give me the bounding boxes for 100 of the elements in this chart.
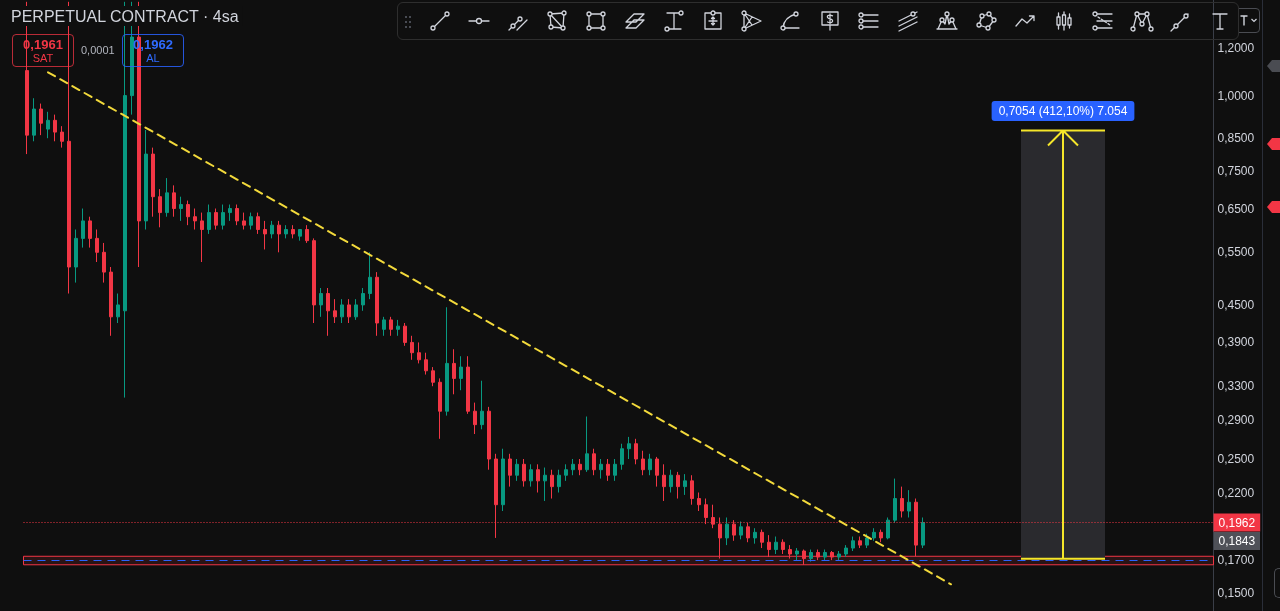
candlestick bbox=[571, 458, 575, 476]
candlestick bbox=[46, 111, 50, 139]
candlestick bbox=[851, 536, 855, 552]
y-tick-label: 1,0000 bbox=[1217, 88, 1255, 103]
candlestick bbox=[837, 550, 841, 561]
candlestick bbox=[403, 322, 407, 347]
candlestick bbox=[760, 529, 764, 549]
text: 0,1843 bbox=[1213, 531, 1261, 550]
candlestick bbox=[158, 188, 162, 228]
candlestick bbox=[767, 534, 771, 558]
candlestick bbox=[655, 456, 659, 488]
candlestick bbox=[536, 463, 540, 494]
candlestick bbox=[823, 549, 827, 561]
candlestick bbox=[508, 453, 512, 488]
candlestick bbox=[340, 298, 344, 324]
candlestick bbox=[564, 463, 568, 482]
candlestick bbox=[277, 220, 281, 253]
candlestick bbox=[431, 366, 435, 387]
candlestick bbox=[872, 527, 876, 542]
candlestick bbox=[291, 224, 295, 239]
candlestick bbox=[284, 224, 288, 239]
candlestick bbox=[802, 549, 806, 566]
candlestick bbox=[88, 216, 92, 249]
annotation: 0,0001 bbox=[81, 44, 115, 56]
candlestick bbox=[879, 529, 883, 543]
candlestick bbox=[641, 450, 645, 476]
candlestick bbox=[809, 549, 813, 563]
band-label: 0,7054 (412,10%) 7.054 bbox=[998, 104, 1128, 119]
candlestick bbox=[298, 229, 302, 242]
candlestick bbox=[557, 469, 561, 494]
candlestick bbox=[662, 463, 666, 502]
candlestick bbox=[102, 242, 106, 284]
chart-title: PERPETUAL CONTRACT · 4sa bbox=[11, 7, 239, 25]
candlestick bbox=[473, 402, 477, 435]
y-tick-label: 0,5500 bbox=[1217, 245, 1255, 260]
candlestick bbox=[669, 469, 673, 494]
y-tick-label: 0,3300 bbox=[1217, 379, 1255, 394]
candlestick bbox=[333, 298, 337, 324]
y-tick-label: 0,2900 bbox=[1217, 413, 1255, 428]
candlestick bbox=[886, 517, 890, 540]
candlestick bbox=[907, 489, 911, 518]
candlestick bbox=[368, 251, 372, 300]
candlestick bbox=[382, 316, 386, 337]
y-tick-label: 0,3900 bbox=[1217, 335, 1255, 350]
candlestick bbox=[788, 544, 792, 560]
candlestick bbox=[620, 443, 624, 471]
candlestick bbox=[529, 463, 533, 488]
y-tick-label: 0,2500 bbox=[1217, 452, 1255, 466]
candlestick bbox=[459, 355, 463, 391]
candlestick bbox=[452, 348, 456, 395]
candlestick bbox=[480, 380, 484, 430]
candlestick bbox=[95, 229, 99, 263]
candlestick bbox=[683, 473, 687, 496]
candlestick bbox=[921, 517, 925, 549]
candlestick bbox=[599, 458, 603, 480]
candlestick bbox=[725, 517, 729, 546]
candlestick bbox=[515, 458, 519, 482]
candlestick bbox=[319, 287, 323, 318]
candlestick bbox=[326, 287, 330, 337]
candlestick bbox=[263, 220, 267, 250]
candlestick bbox=[172, 184, 176, 218]
candlestick bbox=[193, 208, 197, 230]
candlestick bbox=[578, 458, 582, 476]
candlestick bbox=[858, 536, 862, 549]
candlestick bbox=[795, 547, 799, 561]
candlestick bbox=[900, 486, 904, 518]
candlestick bbox=[697, 492, 701, 512]
candlestick bbox=[60, 125, 64, 149]
candlestick bbox=[830, 550, 834, 561]
candlestick bbox=[312, 237, 316, 324]
candlestick bbox=[39, 103, 43, 136]
candlestick bbox=[235, 204, 239, 226]
candlestick bbox=[445, 306, 449, 417]
candlestick bbox=[165, 177, 169, 218]
candlestick bbox=[893, 478, 897, 524]
y-tick-label: 0,7500 bbox=[1217, 164, 1255, 178]
annotation: AL bbox=[145, 52, 161, 65]
candlestick bbox=[200, 212, 204, 263]
candlestick bbox=[305, 224, 309, 244]
candlestick bbox=[361, 287, 365, 312]
candlestick bbox=[550, 469, 554, 500]
candlestick bbox=[438, 377, 442, 440]
candlestick bbox=[543, 467, 547, 502]
candlestick bbox=[844, 544, 848, 558]
candlestick bbox=[249, 212, 253, 230]
candlestick bbox=[774, 536, 778, 555]
candlestick bbox=[221, 204, 225, 230]
candlestick bbox=[151, 147, 155, 218]
candlestick bbox=[270, 220, 274, 239]
ref-line-label: 0,1962 bbox=[1218, 515, 1256, 530]
candlestick bbox=[74, 229, 78, 284]
candlestick bbox=[410, 335, 414, 361]
candlestick bbox=[585, 416, 589, 473]
candlestick bbox=[354, 298, 358, 321]
candlestick bbox=[347, 298, 351, 324]
candlestick bbox=[228, 204, 232, 222]
candlestick bbox=[816, 549, 820, 561]
y-tick-label: 1,2000 bbox=[1217, 40, 1255, 55]
candlestick bbox=[242, 212, 246, 230]
candlestick bbox=[606, 458, 610, 482]
